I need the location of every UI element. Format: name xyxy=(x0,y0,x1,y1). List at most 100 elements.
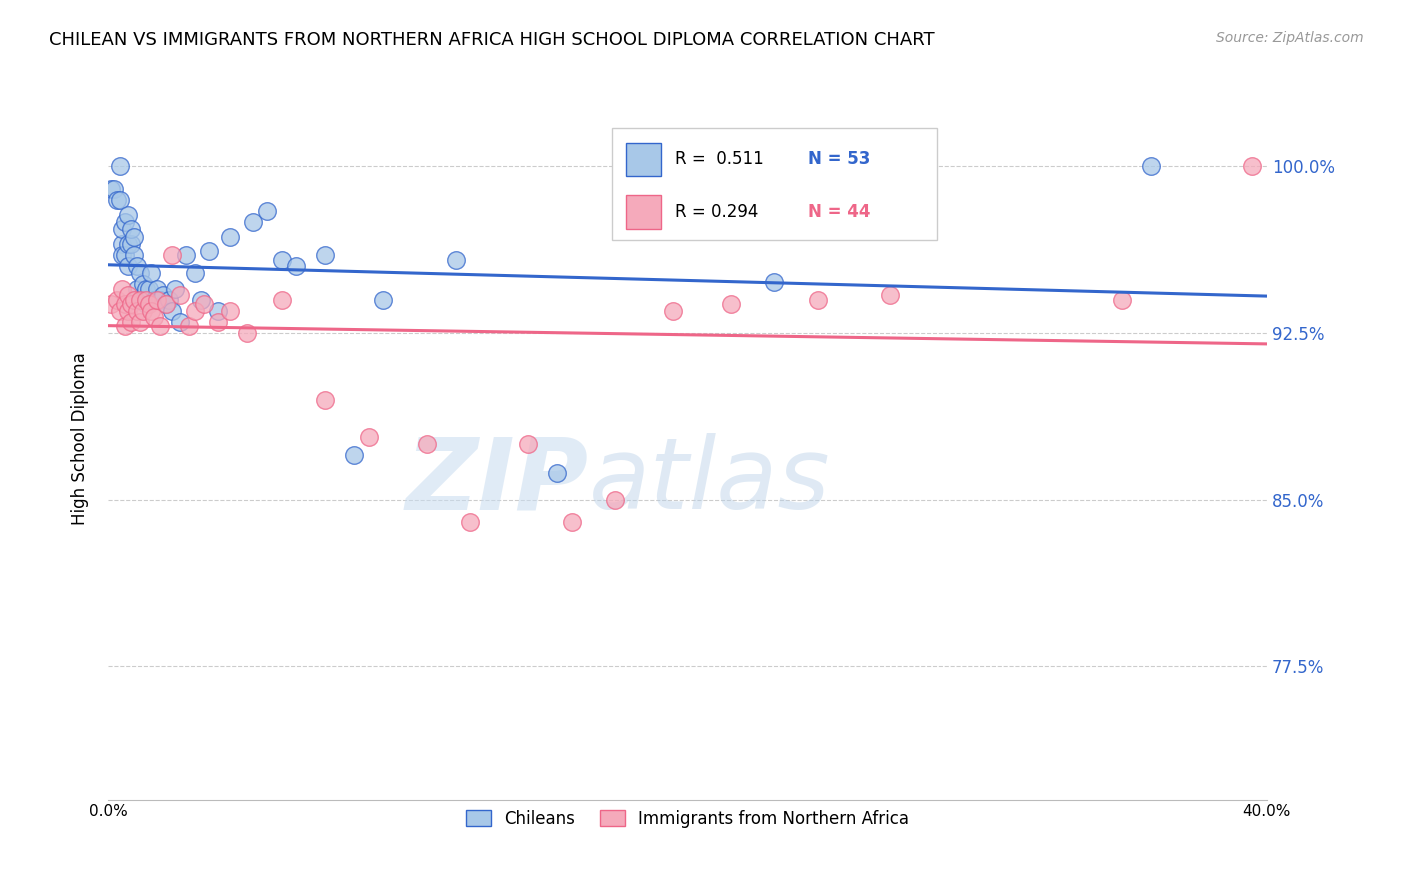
Point xyxy=(114,248,136,262)
Legend: Chileans, Immigrants from Northern Africa: Chileans, Immigrants from Northern Afric… xyxy=(458,803,915,835)
Point xyxy=(149,293,172,307)
Point xyxy=(117,208,139,222)
Point xyxy=(117,260,139,274)
Point xyxy=(373,293,395,307)
Point xyxy=(105,293,128,307)
Point xyxy=(763,275,786,289)
Point xyxy=(111,281,134,295)
Point xyxy=(1241,159,1264,173)
Point xyxy=(190,293,212,307)
Point xyxy=(111,221,134,235)
Point xyxy=(357,430,380,444)
Text: R =  0.511: R = 0.511 xyxy=(675,151,763,169)
Point xyxy=(128,293,150,307)
Point xyxy=(242,215,264,229)
Point xyxy=(108,159,131,173)
Point xyxy=(343,448,366,462)
Point xyxy=(1111,293,1133,307)
Text: N = 44: N = 44 xyxy=(808,202,870,221)
Point xyxy=(108,193,131,207)
Point xyxy=(163,281,186,295)
Point xyxy=(169,288,191,302)
Point xyxy=(546,466,568,480)
Point xyxy=(155,297,177,311)
Point xyxy=(114,319,136,334)
Point xyxy=(141,266,163,280)
Point xyxy=(160,303,183,318)
FancyBboxPatch shape xyxy=(626,195,661,228)
Point xyxy=(314,248,336,262)
Point xyxy=(270,252,292,267)
Point xyxy=(111,248,134,262)
Point xyxy=(1140,159,1163,173)
Point xyxy=(444,252,467,267)
Text: ZIP: ZIP xyxy=(406,434,589,531)
Point xyxy=(218,230,240,244)
Point xyxy=(120,315,142,329)
Point xyxy=(135,281,157,295)
Point xyxy=(458,515,481,529)
Point xyxy=(122,248,145,262)
Point xyxy=(128,293,150,307)
Point xyxy=(105,193,128,207)
Point xyxy=(122,230,145,244)
Point xyxy=(114,297,136,311)
Point xyxy=(236,326,259,340)
Point xyxy=(179,319,201,334)
Point xyxy=(207,315,229,329)
Point xyxy=(603,492,626,507)
Point xyxy=(120,237,142,252)
Point xyxy=(143,310,166,325)
Point xyxy=(117,237,139,252)
Point xyxy=(122,293,145,307)
Point xyxy=(135,297,157,311)
Point xyxy=(132,293,155,307)
Point xyxy=(198,244,221,258)
Text: R = 0.294: R = 0.294 xyxy=(675,202,758,221)
Point xyxy=(141,303,163,318)
FancyBboxPatch shape xyxy=(612,128,936,240)
Point xyxy=(120,297,142,311)
Point xyxy=(517,437,540,451)
Point xyxy=(270,293,292,307)
Text: Source: ZipAtlas.com: Source: ZipAtlas.com xyxy=(1216,31,1364,45)
Point xyxy=(128,315,150,329)
Point xyxy=(152,288,174,302)
Point xyxy=(128,266,150,280)
Point xyxy=(285,260,308,274)
Point xyxy=(117,288,139,302)
Text: atlas: atlas xyxy=(589,434,831,531)
Point xyxy=(157,293,180,307)
Point xyxy=(207,303,229,318)
Point xyxy=(184,266,207,280)
Point xyxy=(132,303,155,318)
Point xyxy=(160,248,183,262)
Point xyxy=(155,297,177,311)
Point xyxy=(132,277,155,291)
Point xyxy=(125,260,148,274)
Point xyxy=(125,303,148,318)
Point xyxy=(169,315,191,329)
Text: N = 53: N = 53 xyxy=(808,151,870,169)
Point xyxy=(149,319,172,334)
Point xyxy=(218,303,240,318)
Point xyxy=(146,281,169,295)
Text: CHILEAN VS IMMIGRANTS FROM NORTHERN AFRICA HIGH SCHOOL DIPLOMA CORRELATION CHART: CHILEAN VS IMMIGRANTS FROM NORTHERN AFRI… xyxy=(49,31,935,49)
Y-axis label: High School Diploma: High School Diploma xyxy=(72,352,89,524)
Point xyxy=(184,303,207,318)
Point xyxy=(108,303,131,318)
Point xyxy=(662,303,685,318)
Point xyxy=(879,288,901,302)
Point xyxy=(138,297,160,311)
FancyBboxPatch shape xyxy=(626,143,661,176)
Point xyxy=(314,392,336,407)
Point xyxy=(807,293,830,307)
Point xyxy=(117,303,139,318)
Point xyxy=(174,248,197,262)
Point xyxy=(146,293,169,307)
Point xyxy=(100,297,122,311)
Point xyxy=(561,515,583,529)
Point xyxy=(138,281,160,295)
Point xyxy=(125,281,148,295)
Point xyxy=(114,215,136,229)
